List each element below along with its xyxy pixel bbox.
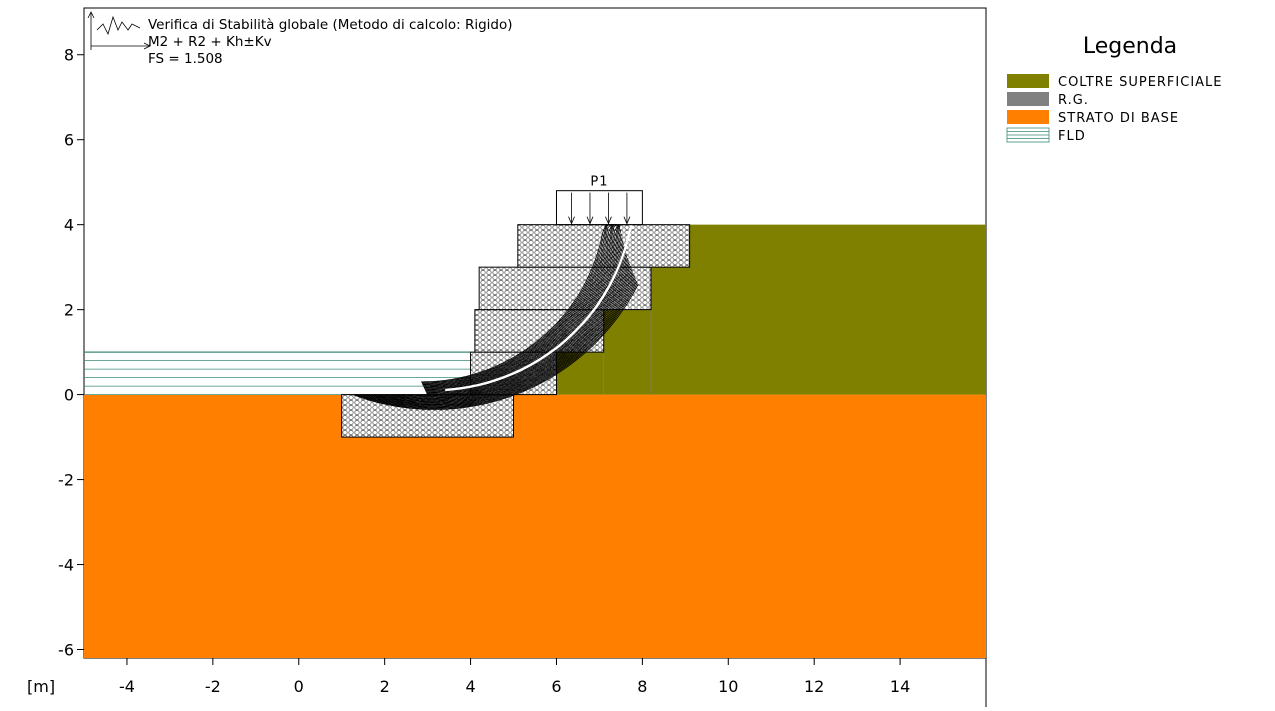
strato-di-base-layer bbox=[84, 394, 986, 658]
seismic-icon bbox=[87, 11, 151, 50]
slip-surface bbox=[421, 224, 614, 384]
slip-surface bbox=[422, 224, 615, 385]
slip-surface bbox=[371, 269, 633, 404]
legend-label: R.G. bbox=[1058, 93, 1089, 108]
y-tick-label: 0 bbox=[64, 386, 74, 405]
legend-label: COLTRE SUPERFICIALE bbox=[1058, 75, 1223, 90]
slip-surface bbox=[389, 257, 628, 399]
slip-surface bbox=[385, 259, 629, 400]
slip-surface bbox=[358, 279, 637, 408]
critical-slip-surface bbox=[445, 224, 633, 392]
load-arrowhead bbox=[568, 216, 575, 225]
y-tick-label: -4 bbox=[58, 556, 74, 575]
slip-surface bbox=[403, 251, 626, 397]
gabion-block-4 bbox=[478, 266, 652, 311]
slip-surface bbox=[424, 224, 619, 389]
slip-surface bbox=[374, 267, 632, 403]
x-tick-label: 0 bbox=[294, 677, 304, 696]
slip-surface bbox=[421, 224, 613, 383]
slip-surface bbox=[397, 253, 627, 398]
analysis-title: Verifica di Stabilità globale (Metodo di… bbox=[148, 17, 513, 33]
slip-surface bbox=[360, 277, 636, 407]
x-tick-label: -4 bbox=[119, 677, 135, 696]
legend-title: Legenda bbox=[1083, 34, 1177, 59]
x-tick-label: 10 bbox=[718, 677, 738, 696]
axis-unit-label: [m] bbox=[27, 677, 55, 696]
slip-surface bbox=[382, 261, 630, 401]
slip-surface bbox=[423, 224, 618, 388]
legend-swatch bbox=[1007, 110, 1049, 124]
slip-surface bbox=[379, 263, 631, 401]
x-tick-label: 14 bbox=[890, 677, 910, 696]
slip-surface bbox=[366, 272, 634, 405]
load-p1: P1 bbox=[555, 175, 643, 226]
slip-surface bbox=[421, 224, 613, 383]
slip-surfaces bbox=[352, 224, 639, 410]
safety-factor: FS = 1.508 bbox=[148, 51, 223, 67]
axes: -4 -2 0 2 4 6 8 10 12 14 8 6 4 2 0 -2 -4 -6 bbox=[58, 46, 987, 696]
legend-label: FLD bbox=[1058, 129, 1086, 144]
x-tick-label: 12 bbox=[804, 677, 824, 696]
load-box bbox=[555, 190, 643, 226]
slip-surface bbox=[424, 224, 619, 389]
x-tick-label: -2 bbox=[205, 677, 221, 696]
slip-surface bbox=[369, 271, 633, 404]
load-arrowhead bbox=[623, 216, 631, 225]
combination-label: M2 + R2 + Kh±Kv bbox=[148, 34, 272, 50]
y-tick-label: 4 bbox=[64, 216, 74, 235]
legend-swatch bbox=[1007, 92, 1049, 106]
slip-surface bbox=[393, 255, 628, 398]
load-label: P1 bbox=[590, 175, 608, 190]
x-tick-label: 2 bbox=[380, 677, 390, 696]
slip-surface bbox=[362, 276, 635, 407]
y-tick-label: -2 bbox=[58, 471, 74, 490]
slip-surface bbox=[424, 225, 621, 391]
x-tick-label: 6 bbox=[551, 677, 561, 696]
slip-surface bbox=[364, 274, 635, 406]
load-arrowhead bbox=[586, 216, 594, 225]
y-tick-label: 8 bbox=[64, 46, 74, 65]
slip-surface bbox=[423, 224, 617, 387]
x-tick-label: 4 bbox=[465, 677, 475, 696]
slip-surface bbox=[352, 284, 639, 410]
legend: Legenda COLTRE SUPERFICIALE R.G. STRATO DI… bbox=[1006, 34, 1223, 144]
legend-swatch bbox=[1007, 74, 1049, 88]
header-block: Verifica di Stabilità globale (Metodo di… bbox=[87, 11, 513, 67]
x-tick-label: 8 bbox=[637, 677, 647, 696]
slip-surface bbox=[354, 282, 638, 410]
load-arrowhead bbox=[605, 216, 612, 225]
slip-surface bbox=[356, 281, 638, 409]
legend-label: STRATO DI BASE bbox=[1058, 111, 1179, 126]
slip-surface bbox=[422, 224, 616, 386]
y-tick-label: 6 bbox=[64, 131, 74, 150]
y-tick-label: -6 bbox=[58, 641, 74, 660]
water-table bbox=[84, 351, 471, 395]
y-tick-label: 2 bbox=[64, 301, 74, 320]
slip-surface bbox=[376, 265, 631, 402]
slip-surface bbox=[424, 224, 620, 390]
slip-surface bbox=[422, 224, 616, 386]
